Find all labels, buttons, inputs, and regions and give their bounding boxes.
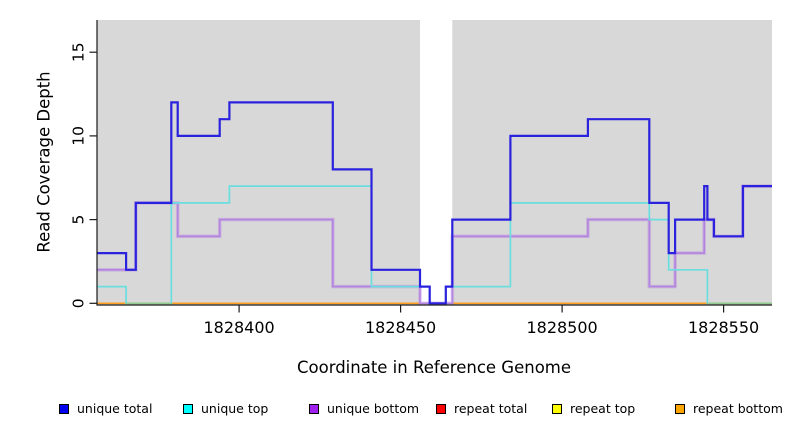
- legend-swatch-unique-bottom: [309, 403, 319, 414]
- legend-item-unique-top: unique top: [183, 401, 268, 416]
- legend-label: unique top: [201, 401, 269, 416]
- legend-item-unique-bottom: unique bottom: [309, 401, 419, 416]
- y-tick-label: 5: [70, 215, 88, 225]
- axis-lines: [96, 20, 772, 306]
- legend-label: repeat bottom: [693, 401, 783, 416]
- legend-swatch-unique-top: [183, 403, 193, 414]
- x-tick-label: 1828500: [526, 318, 597, 337]
- y-tick-label: 15: [70, 42, 88, 62]
- legend-label: unique total: [77, 401, 153, 416]
- x-axis-title: Coordinate in Reference Genome: [296, 358, 572, 377]
- alignment-gap-region: [420, 20, 453, 305]
- legend-item-unique-total: unique total: [59, 401, 152, 416]
- legend-label: repeat total: [454, 401, 528, 416]
- x-tick-label: 1828550: [688, 318, 759, 337]
- x-tick-label: 1828450: [365, 318, 436, 337]
- y-tick-label: 10: [70, 126, 88, 146]
- legend-swatch-repeat-bottom: [675, 403, 685, 414]
- legend-label: repeat top: [570, 401, 636, 416]
- legend-item-repeat-total: repeat total: [436, 401, 527, 416]
- legend-swatch-repeat-top: [552, 403, 562, 414]
- y-axis-title: Read Coverage Depth: [34, 71, 54, 253]
- series-line-unique-total: [97, 101, 772, 305]
- x-tick-label: 1828400: [203, 318, 274, 337]
- legend-swatch-unique-total: [59, 403, 69, 414]
- legend-label: unique bottom: [327, 401, 420, 416]
- y-tick-label: 0: [70, 298, 88, 308]
- legend-item-repeat-top: repeat top: [552, 401, 635, 416]
- legend-item-repeat-bottom: repeat bottom: [675, 401, 783, 416]
- legend-swatch-repeat-total: [436, 403, 446, 414]
